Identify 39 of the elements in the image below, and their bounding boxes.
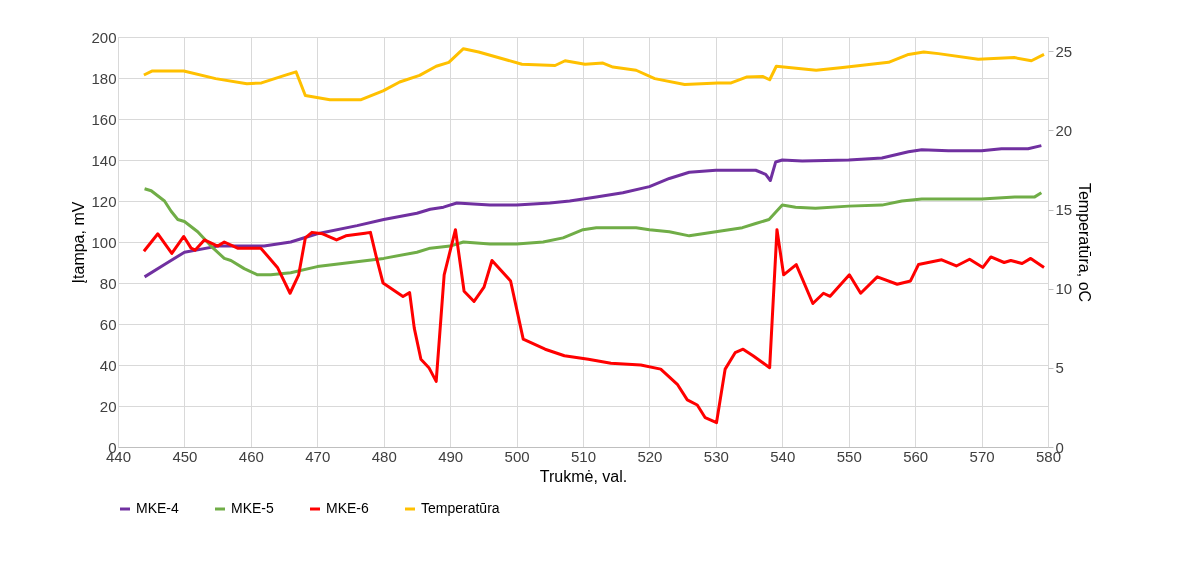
y2-tick-label: 15 (1055, 201, 1073, 219)
y-tick-label: 100 (91, 233, 117, 251)
y2-tick-label: 5 (1055, 359, 1064, 377)
x-tick-label: 460 (238, 447, 264, 465)
y2-axis-title: Temperatūra, oC (1076, 182, 1094, 303)
x-tick-label: 520 (637, 447, 663, 465)
line-series (142, 228, 1046, 425)
x-tick-label: 490 (438, 447, 464, 465)
y-tick-label: 80 (99, 274, 117, 292)
line-series (142, 47, 1046, 102)
x-tick-label: 560 (903, 447, 929, 465)
y-tick-label: 140 (91, 151, 117, 169)
y2-tick-label: 25 (1055, 42, 1073, 60)
y-tick-label: 60 (99, 315, 117, 333)
x-tick-label: 540 (770, 447, 796, 465)
legend-label: MKE-5 (231, 500, 274, 516)
x-tick-label: 480 (371, 447, 397, 465)
legend-label: MKE-4 (136, 500, 179, 516)
line-series (143, 187, 1043, 277)
x-tick-label: 450 (172, 447, 198, 465)
x-tick-label: 500 (504, 447, 530, 465)
y-tick-label: 200 (91, 28, 117, 46)
x-tick-label: 550 (836, 447, 862, 465)
x-axis-title: Trukmė, val. (539, 467, 628, 485)
y2-tick-label: 10 (1055, 280, 1073, 298)
legend-label: MKE-6 (326, 500, 369, 516)
y-axis-title: Įtampa, mV (70, 201, 88, 284)
y-tick-label: 120 (91, 192, 117, 210)
y-tick-label: 180 (91, 69, 117, 87)
y-tick-label: 160 (91, 110, 117, 128)
legend-label: Temperatūra (421, 500, 500, 516)
y2-tick-label: 20 (1055, 121, 1073, 139)
y-tick-label: 40 (99, 356, 117, 374)
line-series (143, 144, 1043, 279)
y-tick-label: 20 (99, 397, 117, 415)
x-tick-label: 470 (305, 447, 331, 465)
x-tick-label: 510 (570, 447, 597, 465)
x-tick-label: 530 (703, 447, 729, 465)
x-tick-label: 570 (969, 447, 995, 465)
